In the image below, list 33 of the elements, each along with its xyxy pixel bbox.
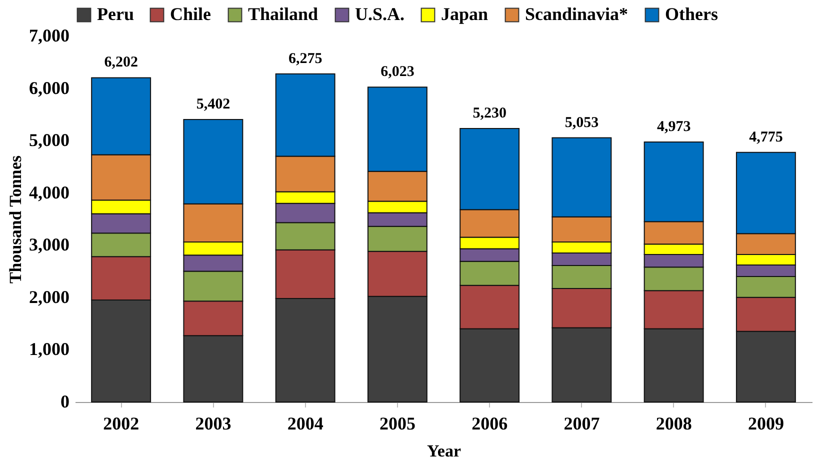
y-tick-label: 6,000 xyxy=(29,78,70,98)
legend-label: Thailand xyxy=(248,4,318,24)
y-tick-label: 0 xyxy=(60,392,70,412)
total-label: 4,775 xyxy=(749,129,783,146)
x-tick-label: 2006 xyxy=(472,414,508,434)
legend-label: U.S.A. xyxy=(355,4,405,24)
x-tick-label: 2005 xyxy=(379,414,416,434)
y-tick-label: 4,000 xyxy=(29,182,70,202)
y-tick-label: 5,000 xyxy=(29,130,70,150)
x-tick-label: 2007 xyxy=(564,414,600,434)
x-tick-label: 2003 xyxy=(195,414,232,434)
legend-label: Peru xyxy=(97,4,134,24)
total-label: 6,275 xyxy=(288,50,322,67)
x-tick-label: 2008 xyxy=(656,414,692,434)
total-label: 5,230 xyxy=(472,106,506,122)
legend-label: Scandinavia* xyxy=(525,4,628,24)
total-label: 6,202 xyxy=(104,54,138,71)
y-tick-label: 1,000 xyxy=(29,339,70,360)
x-tick-label: 2004 xyxy=(287,414,324,434)
y-tick-label: 3,000 xyxy=(29,234,70,255)
x-tick-label: 2002 xyxy=(103,414,140,434)
total-label: 5,402 xyxy=(196,96,230,113)
total-label: 4,973 xyxy=(656,118,691,135)
x-axis-title: Year xyxy=(427,442,462,460)
total-label: 6,023 xyxy=(380,64,414,80)
total-label: 5,053 xyxy=(564,114,599,131)
y-tick-label: 7,000 xyxy=(29,26,70,46)
legend-label: Chile xyxy=(170,4,212,24)
legend-label: Others xyxy=(665,4,718,24)
x-tick-label: 2009 xyxy=(748,414,784,434)
y-tick-label: 2,000 xyxy=(29,286,70,307)
legend-label: Japan xyxy=(441,4,488,24)
y-axis-title: Thousand Tonnes xyxy=(6,155,25,284)
